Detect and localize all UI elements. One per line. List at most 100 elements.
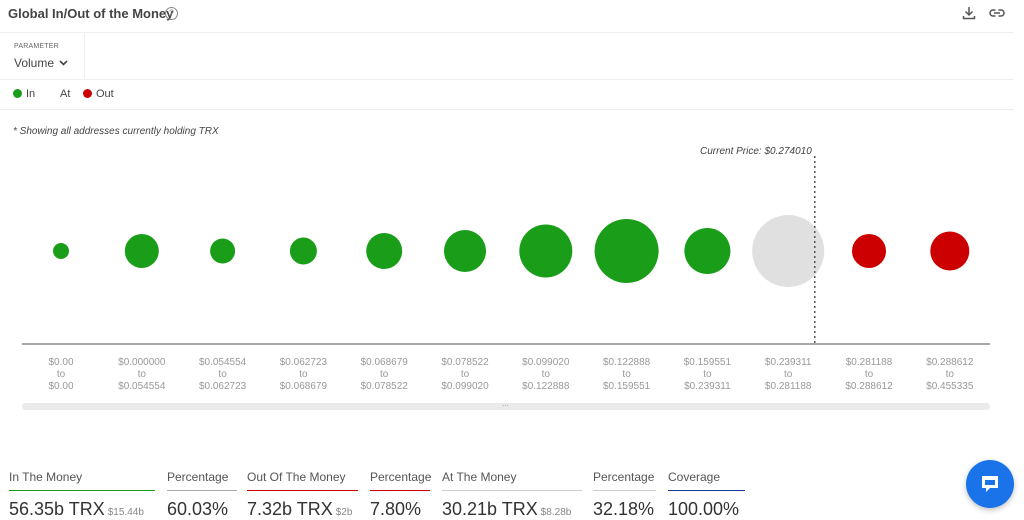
bubble[interactable] bbox=[124, 234, 159, 268]
tick-label-joiner: to bbox=[138, 369, 147, 380]
legend-item-out[interactable]: Out bbox=[83, 88, 114, 100]
parameter-divider bbox=[84, 33, 85, 79]
bubble[interactable] bbox=[366, 233, 403, 269]
tick-label: $0.455335 bbox=[926, 381, 974, 392]
stat-label: Percentage bbox=[167, 470, 229, 484]
tick-label: $0.281188 bbox=[765, 381, 812, 392]
widget-header: Global In/Out of the Money ? bbox=[0, 0, 1014, 33]
tick-label: $0.068679 bbox=[280, 381, 328, 392]
stat-usd-value: $8.28b bbox=[540, 507, 572, 518]
stat-underline bbox=[247, 490, 358, 491]
bubble[interactable] bbox=[852, 234, 886, 268]
stat-value: 100.00% bbox=[668, 499, 740, 519]
tick-label: $0.159551 bbox=[684, 357, 732, 368]
legend-at-label: At bbox=[60, 88, 71, 100]
tick-label-joiner: to bbox=[299, 369, 308, 380]
tick-label: $0.078522 bbox=[361, 381, 409, 392]
tick-label: $0.288612 bbox=[845, 381, 893, 392]
stat-underline bbox=[668, 490, 745, 491]
legend-item-in[interactable]: In bbox=[13, 88, 35, 100]
tick-label: $0.099020 bbox=[522, 357, 570, 368]
stat-in-the-money: In The Money 56.35b TRX $15.44b bbox=[9, 470, 155, 520]
tick-label-joiner: to bbox=[622, 369, 631, 380]
stat-underline bbox=[593, 490, 656, 491]
stat-value: 30.21b TRX $8.28b bbox=[442, 491, 582, 520]
tick-label-joiner: to bbox=[218, 369, 227, 380]
parameter-select[interactable]: Volume bbox=[14, 56, 68, 70]
link-icon[interactable] bbox=[988, 5, 1006, 21]
tick-label: $0.281188 bbox=[846, 357, 893, 368]
tick-label: $0.054554 bbox=[199, 357, 247, 368]
tick-label-joiner: to bbox=[57, 369, 66, 380]
stat-label: At The Money bbox=[442, 470, 517, 484]
chat-button[interactable] bbox=[966, 460, 1014, 508]
stat-value: 32.18% bbox=[593, 499, 655, 519]
legend-in-label: In bbox=[26, 88, 36, 100]
tick-label: $0.054554 bbox=[118, 381, 166, 392]
stat-underline bbox=[370, 490, 430, 491]
tick-label: $0.122888 bbox=[522, 381, 570, 392]
tick-label: $0.00 bbox=[48, 357, 73, 368]
tick-label: $0.068679 bbox=[361, 357, 409, 368]
stat-percentage-out: Percentage 7.80% bbox=[370, 470, 432, 520]
stat-value: 7.32b TRX $2b bbox=[247, 491, 358, 520]
stat-percentage-in: Percentage 60.03% bbox=[167, 470, 237, 520]
tick-label: $0.288612 bbox=[926, 357, 974, 368]
stat-percentage-at: Percentage 32.18% bbox=[593, 470, 656, 520]
parameter-value: Volume bbox=[14, 56, 55, 70]
stat-out-of-the-money: Out Of The Money 7.32b TRX $2b bbox=[247, 470, 358, 520]
help-icon[interactable]: ? bbox=[165, 7, 178, 20]
bubble[interactable] bbox=[519, 224, 573, 278]
tick-label: $0.099020 bbox=[441, 381, 489, 392]
bubble[interactable] bbox=[684, 228, 731, 274]
stats-row: In The Money 56.35b TRX $15.44b Percentag… bbox=[0, 470, 1014, 520]
in-dot-icon bbox=[13, 89, 22, 98]
chart-scrollbar[interactable]: ⋯ bbox=[22, 403, 990, 410]
legend-out-label: Out bbox=[96, 88, 114, 100]
tick-label: $0.00 bbox=[48, 381, 73, 392]
bubble[interactable] bbox=[594, 219, 659, 283]
parameter-label: PARAMETER bbox=[14, 43, 59, 50]
out-dot-icon bbox=[83, 89, 92, 98]
legend-item-at[interactable]: At bbox=[60, 88, 70, 100]
legend: In At Out bbox=[0, 80, 1014, 110]
tick-label-joiner: to bbox=[784, 369, 793, 380]
stat-label: Percentage bbox=[593, 470, 655, 484]
stat-label: In The Money bbox=[9, 470, 83, 484]
stat-main-value: 30.21b TRX bbox=[442, 499, 538, 519]
holders-note: * Showing all addresses currently holdin… bbox=[13, 126, 219, 137]
stat-usd-value: $2b bbox=[335, 507, 353, 518]
stat-label: Coverage bbox=[668, 470, 721, 484]
page-title: Global In/Out of the Money bbox=[8, 6, 174, 21]
current-price-label: Current Price: $0.274010 bbox=[700, 146, 812, 157]
stat-coverage: Coverage 100.00% bbox=[668, 470, 745, 520]
parameter-panel: PARAMETER Volume bbox=[0, 33, 1014, 80]
download-icon[interactable] bbox=[961, 5, 977, 21]
bubble[interactable] bbox=[210, 238, 236, 264]
tick-label-joiner: to bbox=[703, 369, 712, 380]
stat-usd-value: $15.44b bbox=[107, 507, 144, 518]
tick-label: $0.000000 bbox=[118, 357, 166, 368]
stat-value: 56.35b TRX $15.44b bbox=[9, 491, 155, 520]
bubble[interactable] bbox=[444, 230, 486, 272]
stat-at-the-money: At The Money 30.21b TRX $8.28b bbox=[442, 470, 582, 520]
stat-underline bbox=[167, 490, 237, 491]
stat-label: Percentage bbox=[370, 470, 432, 484]
tick-label-joiner: to bbox=[946, 369, 955, 380]
stat-value: 60.03% bbox=[167, 499, 229, 519]
bubble[interactable] bbox=[930, 231, 970, 271]
stat-label: Out Of The Money bbox=[247, 470, 346, 484]
tick-label: $0.062723 bbox=[280, 357, 328, 368]
tick-label: $0.239311 bbox=[684, 381, 731, 392]
bubble[interactable] bbox=[53, 243, 69, 259]
tick-label-joiner: to bbox=[461, 369, 470, 380]
stat-main-value: 56.35b TRX bbox=[9, 499, 105, 519]
scroll-grip-icon[interactable]: ⋯ bbox=[502, 403, 509, 410]
bubble[interactable] bbox=[752, 215, 825, 287]
bubble[interactable] bbox=[289, 237, 317, 265]
chevron-down-icon bbox=[59, 60, 68, 66]
tick-label: $0.078522 bbox=[441, 357, 489, 368]
tick-label-joiner: to bbox=[542, 369, 551, 380]
stat-main-value: 7.32b TRX bbox=[247, 499, 333, 519]
stat-value: 7.80% bbox=[370, 499, 422, 519]
